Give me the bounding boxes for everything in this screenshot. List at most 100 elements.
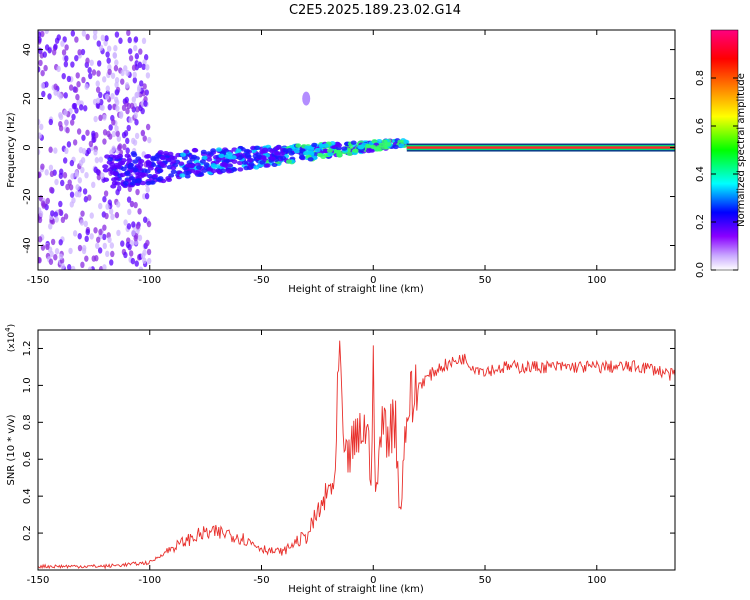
spectrogram-cell [38,257,42,264]
spectrogram-cell [58,113,64,121]
spectrogram-cell [126,30,131,37]
spectrogram-cell [81,247,87,255]
spectrogram-cell [80,210,85,217]
spectrogram-cell [179,173,186,178]
spectrogram-cell [335,149,342,155]
spectrogram-cell [159,155,166,161]
spectrogram-cell [129,200,135,208]
spectrogram-cell [50,210,55,217]
x-tick-label: -150 [27,575,50,586]
x-tick-label: -100 [138,275,161,286]
spectrogram-cell [159,162,166,167]
spectrogram-cell [124,153,131,158]
spectrogram-cell [89,59,94,66]
x-tick-label: -150 [27,275,50,286]
spectrogram-cell [135,91,140,98]
spectrogram-cell [108,208,114,215]
spectrogram-cell [59,168,64,175]
spectrogram-cell [60,40,65,47]
spectrogram-cell [138,159,145,164]
spectrogram-cell [58,125,64,132]
spectrogram-cell [96,40,101,47]
spectrogram-cell [132,159,139,164]
spectrogram-cell [41,90,46,98]
spectrogram-cell [63,109,68,116]
spectrogram-cell [116,229,121,237]
spectrogram-cell [144,169,151,174]
spectrogram-cell [110,72,116,79]
spectrogram-cell [80,166,85,174]
spectrogram-cell [178,161,185,166]
spectrogram-cell [114,125,119,132]
spectrogram-x-ticks: -150 -100 -50 0 50 100 [27,30,606,286]
spectrogram-cell [304,145,311,150]
spectrogram-cell [168,155,175,161]
spectrogram-cell [124,172,131,177]
spectrogram-cell [120,240,125,247]
spectrogram-cell [135,179,142,184]
spectrogram-cell [106,57,111,64]
spectrogram-cell [102,264,107,270]
spectrogram-cell [133,44,138,52]
spectrogram-cell [93,149,98,156]
spectrogram-cell [38,132,42,139]
spectrogram-cell [48,146,53,153]
spectrogram-cell [303,151,310,156]
spectrogram-cell [93,30,98,36]
colorbar-tick-label: 0.6 [695,118,706,134]
spectrogram-cell [38,172,41,179]
spectrogram-cell [84,255,89,262]
spectrogram-cell [278,151,285,157]
spectrogram-cell [54,178,59,186]
spectrogram-cell [120,166,127,172]
spectrogram-cell [103,190,109,197]
spectrogram-cell [87,194,92,201]
spectrogram-cell [141,63,146,71]
spectrogram-cell [62,172,68,179]
spectrogram-cell [376,138,383,144]
spectrogram-cell [145,160,152,165]
spectrogram-cell [253,145,260,150]
spectrogram-cell [403,139,410,145]
spectrogram-cell [114,211,120,219]
spectrogram-cell [60,216,66,224]
spectrogram-cell [41,202,46,209]
spectrogram-cell [264,163,271,168]
spectrogram-cell [195,165,202,170]
snr-series-line [38,340,675,570]
spectrogram-cell [107,103,112,111]
spectrogram-cell [110,184,117,189]
spectrogram-cell [215,147,222,152]
spectrogram-cell [40,69,45,77]
spectrogram-cell [58,200,63,208]
spectrogram-cell [107,64,112,71]
y-tick-label: 0.8 [22,414,33,430]
spectrogram-cell [142,216,148,223]
y-tick-label: -40 [22,237,33,253]
spectrogram-cell [132,77,138,84]
spectrogram-cell [84,83,89,90]
spectrogram-cell [75,184,80,191]
spectrogram-cell [120,78,125,85]
spectrogram-cell [48,118,53,126]
spectrogram-cell [156,168,163,174]
spectrogram-cell [69,201,74,208]
spectrogram-cell [134,53,140,60]
spectrogram-cell [336,153,343,158]
spectrogram-cell [230,155,237,160]
spectrogram-cell [143,54,149,61]
spectrogram-cell [42,51,47,58]
spectrogram-cell [146,220,152,228]
spectrogram-cell [66,264,72,270]
spectrogram-cell [80,48,86,56]
x-tick-label: 100 [587,275,606,286]
spectrogram-cell [225,154,232,159]
spectrogram-cell [136,86,142,93]
spectrogram-cell [131,96,137,103]
spectrogram-cell [381,139,388,144]
spectrogram-cell [365,148,372,154]
x-tick-label: 100 [587,575,606,586]
spectrogram-cell [91,181,96,189]
spectrogram-cell [48,258,54,265]
spectrogram-cell [112,171,119,177]
